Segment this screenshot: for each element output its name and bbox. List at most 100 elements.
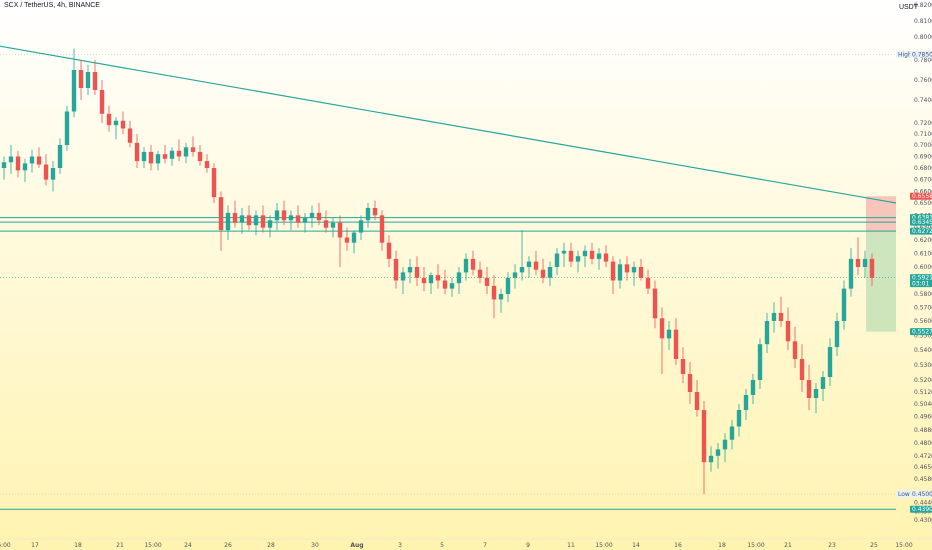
x-tick-label: 14 (632, 542, 640, 549)
low-marker: Low 0.4500 (896, 490, 932, 498)
candle-body (309, 212, 315, 218)
candle-body (400, 272, 406, 281)
candle-body (855, 258, 861, 267)
candle-body (365, 207, 371, 221)
candle-body (57, 145, 63, 168)
price-tag-value: 0.6558 (912, 193, 932, 200)
candle-body (659, 318, 665, 339)
candle-body (127, 128, 133, 143)
candle-body (344, 237, 350, 243)
marker-label: Low (898, 491, 910, 498)
price-tag-value: 0.4390 (912, 506, 932, 513)
candle-body (50, 168, 56, 180)
candle-body (92, 72, 98, 90)
candle-body (827, 347, 833, 377)
price-tag-bg (910, 218, 932, 226)
y-tick-label: 0.4300 (914, 517, 932, 524)
candle-body (155, 154, 161, 164)
candle-body (820, 377, 826, 389)
marker-value-bg (910, 50, 932, 58)
candle-body (862, 258, 868, 267)
x-tick-label: 26 (224, 542, 232, 549)
candle-body (449, 283, 455, 289)
price-tag-level: 0.6345 (910, 218, 932, 226)
candle-body (505, 277, 511, 294)
candle-body (848, 258, 854, 289)
candle-body (484, 277, 490, 286)
candle-body (71, 70, 77, 112)
time-axis[interactable]: 6:00 17 18 21 15:00 24 26 28 30 Aug 3 5 7 9 11 15:00 14 1… (0, 538, 932, 549)
candle-body (183, 147, 189, 157)
candle-body (834, 321, 840, 348)
candle-body (799, 359, 805, 380)
candle-body (428, 275, 434, 284)
candle-body (274, 210, 280, 221)
candle-body (673, 329, 679, 359)
candle-body (260, 215, 266, 228)
candle-body (624, 264, 630, 273)
candle-body (575, 256, 581, 262)
x-tick-label: 25 (870, 542, 878, 549)
candle-body (638, 267, 644, 278)
candle-body (106, 113, 112, 126)
candle-body (281, 210, 287, 221)
price-tag-value: 0.6272 (912, 228, 932, 235)
price-tag-bg (910, 227, 932, 235)
x-tick-label: 23 (828, 542, 836, 549)
candle-body (652, 288, 658, 319)
candle-body (148, 151, 154, 164)
candle-body (288, 215, 294, 221)
marker-value: 0.7850 (912, 51, 932, 58)
candle-body (78, 70, 84, 88)
x-tick-label: 21 (784, 542, 792, 549)
candle-body (120, 120, 126, 129)
candle-body (239, 215, 245, 223)
candle-body (43, 164, 49, 180)
candle-body (736, 410, 742, 427)
candle-body (316, 212, 322, 221)
candle-body (232, 212, 238, 223)
x-tick-label: 7 (483, 542, 487, 549)
candle-body (589, 250, 595, 259)
candle-body (547, 267, 553, 278)
candle-body (85, 72, 91, 88)
high-marker: High 0.7850 (896, 50, 932, 58)
candle-body (729, 426, 735, 440)
candle-body (253, 215, 259, 226)
price-tag-bg (910, 192, 932, 200)
candle-body (750, 380, 756, 395)
price-tag-level: 0.6272 (910, 227, 932, 235)
candle-body (470, 258, 476, 270)
candle-body (169, 150, 175, 159)
candle-body (631, 267, 637, 273)
trendline (0, 45, 897, 204)
x-tick-label: Aug (350, 542, 363, 549)
candle-body (533, 261, 539, 270)
candle-body (617, 264, 623, 281)
candle-body (225, 212, 231, 231)
x-tick-label: 21 (116, 542, 124, 549)
candle-body (162, 154, 168, 159)
candle-body (379, 215, 385, 243)
candle-body (372, 207, 378, 216)
candle-body (8, 156, 14, 163)
x-tick-label: 5 (440, 542, 444, 549)
candle-body (190, 147, 196, 152)
